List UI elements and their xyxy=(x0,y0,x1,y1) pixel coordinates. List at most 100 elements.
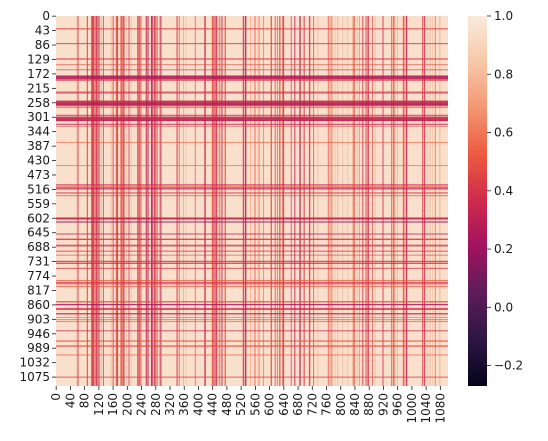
heatmap-row-stripe xyxy=(56,321,448,322)
y-tick-label: 903 xyxy=(27,312,50,326)
heatmap-row-stripe xyxy=(56,107,448,108)
heatmap-row-stripe xyxy=(56,239,448,240)
y-tick-label: 860 xyxy=(27,298,50,312)
heatmap-row-stripe xyxy=(56,345,448,346)
heatmap-row-stripe xyxy=(56,186,448,187)
colorbar-gradient xyxy=(468,16,487,386)
y-tick-label: 817 xyxy=(27,283,50,297)
heatmap-row-stripe xyxy=(56,28,448,29)
y-tick-label: 1032 xyxy=(19,356,50,370)
y-tick-label: 430 xyxy=(27,154,50,168)
x-tick-label: 160 xyxy=(106,393,120,416)
y-tick-label: 301 xyxy=(27,110,50,124)
x-tick-label: 320 xyxy=(163,393,177,416)
heatmap-row-stripe xyxy=(56,76,448,77)
heatmap-row-stripe xyxy=(56,142,448,143)
y-tick-label: 344 xyxy=(27,125,50,139)
y-tick-label: 645 xyxy=(27,226,50,240)
y-tick-label: 172 xyxy=(27,67,50,81)
heatmap-row-stripe xyxy=(56,184,448,185)
heatmap-row-stripe xyxy=(56,78,448,79)
x-tick-label: 720 xyxy=(305,393,319,416)
heatmap-row-stripe xyxy=(56,105,448,106)
heatmap-row-stripe xyxy=(56,330,448,331)
y-tick-label: 602 xyxy=(27,211,50,225)
heatmap-row-stripe xyxy=(56,218,448,219)
colorbar-tick-label: 1.0 xyxy=(494,9,513,23)
x-tick-label: 560 xyxy=(248,393,262,416)
heatmap-row-stripe xyxy=(56,317,448,318)
heatmap-row-stripe xyxy=(56,263,448,264)
heatmap-row-stripe xyxy=(56,192,448,193)
x-tick-label: 480 xyxy=(220,393,234,416)
heatmap-row-stripe xyxy=(56,93,448,94)
x-tick-label: 1000 xyxy=(405,393,419,424)
heatmap-row-stripe xyxy=(56,103,448,104)
x-tick-label: 360 xyxy=(177,393,191,416)
x-tick-label: 880 xyxy=(362,393,376,416)
y-tick-label: 1075 xyxy=(19,370,50,384)
heatmap-row-stripe xyxy=(56,124,448,125)
x-tick-label: 0 xyxy=(49,393,63,401)
heatmap-row-stripe xyxy=(56,187,448,188)
heatmap-row-stripe xyxy=(56,309,448,310)
x-tick-label: 960 xyxy=(391,393,405,416)
y-tick-label: 559 xyxy=(27,197,50,211)
y-tick-label: 43 xyxy=(35,24,50,38)
x-tick-label: 680 xyxy=(291,393,305,416)
heatmap-row-stripe xyxy=(56,301,448,302)
heatmap-plot-area xyxy=(56,16,448,386)
heatmap-row-stripe xyxy=(56,188,448,189)
heatmap-row-stripe xyxy=(56,79,448,80)
x-tick-label: 80 xyxy=(78,393,92,408)
colorbar-tick-label: 0.0 xyxy=(494,300,513,314)
x-tick-label: 1080 xyxy=(433,393,447,424)
colorbar-tick-label: −0.2 xyxy=(494,359,523,373)
x-tick-label: 520 xyxy=(234,393,248,416)
heatmap-row-stripe xyxy=(56,120,448,121)
heatmap-row-stripe xyxy=(56,304,448,305)
x-tick-label: 200 xyxy=(120,393,134,416)
x-axis: 0 40 80 120 160 200 240 280 320 360 400 440 480 520 56… xyxy=(49,386,447,424)
y-tick-label: 258 xyxy=(27,96,50,110)
y-tick-label: 86 xyxy=(35,38,50,52)
heatmap-row-stripe xyxy=(56,234,448,235)
y-tick-label: 129 xyxy=(27,52,50,66)
colorbar-tick-label: 0.2 xyxy=(494,242,513,256)
heatmap-row-stripe xyxy=(56,246,448,247)
heatmap-row-stripe xyxy=(56,340,448,342)
y-tick-label: 946 xyxy=(27,327,50,341)
heatmap-row-stripe xyxy=(56,308,448,309)
heatmap-row-stripe xyxy=(56,75,448,76)
heatmap-row-stripe xyxy=(56,221,448,222)
colorbar-tick-label: 0.4 xyxy=(494,184,513,198)
x-tick-label: 280 xyxy=(149,393,163,416)
y-tick-label: 0 xyxy=(42,9,50,23)
y-tick-label: 516 xyxy=(27,182,50,196)
x-tick-label: 440 xyxy=(206,393,220,416)
x-tick-label: 40 xyxy=(63,393,77,408)
y-tick-label: 688 xyxy=(27,240,50,254)
x-tick-label: 640 xyxy=(277,393,291,416)
heatmap-row-stripe xyxy=(56,282,448,283)
heatmap-row-stripe xyxy=(56,92,448,93)
heatmap-row-stripe xyxy=(56,261,448,262)
heatmap-row-stripe xyxy=(56,255,448,256)
heatmap-row-stripe xyxy=(56,286,448,287)
x-tick-label: 760 xyxy=(320,393,334,416)
x-tick-label: 840 xyxy=(348,393,362,416)
y-tick-label: 473 xyxy=(27,168,50,182)
x-tick-label: 920 xyxy=(376,393,390,416)
heatmap-row-stripe xyxy=(56,64,448,65)
x-tick-label: 400 xyxy=(191,393,205,416)
heatmap-row-stripe xyxy=(56,354,448,355)
y-tick-label: 731 xyxy=(27,255,50,269)
colorbar-tick-label: 0.8 xyxy=(494,67,513,81)
colorbar-tick-label: 0.6 xyxy=(494,126,513,140)
x-tick-label: 600 xyxy=(263,393,277,416)
heatmap-row-stripe xyxy=(56,126,448,127)
x-tick-label: 800 xyxy=(334,393,348,416)
heatmap-row-stripe xyxy=(56,319,448,320)
y-tick-label: 989 xyxy=(27,341,50,355)
